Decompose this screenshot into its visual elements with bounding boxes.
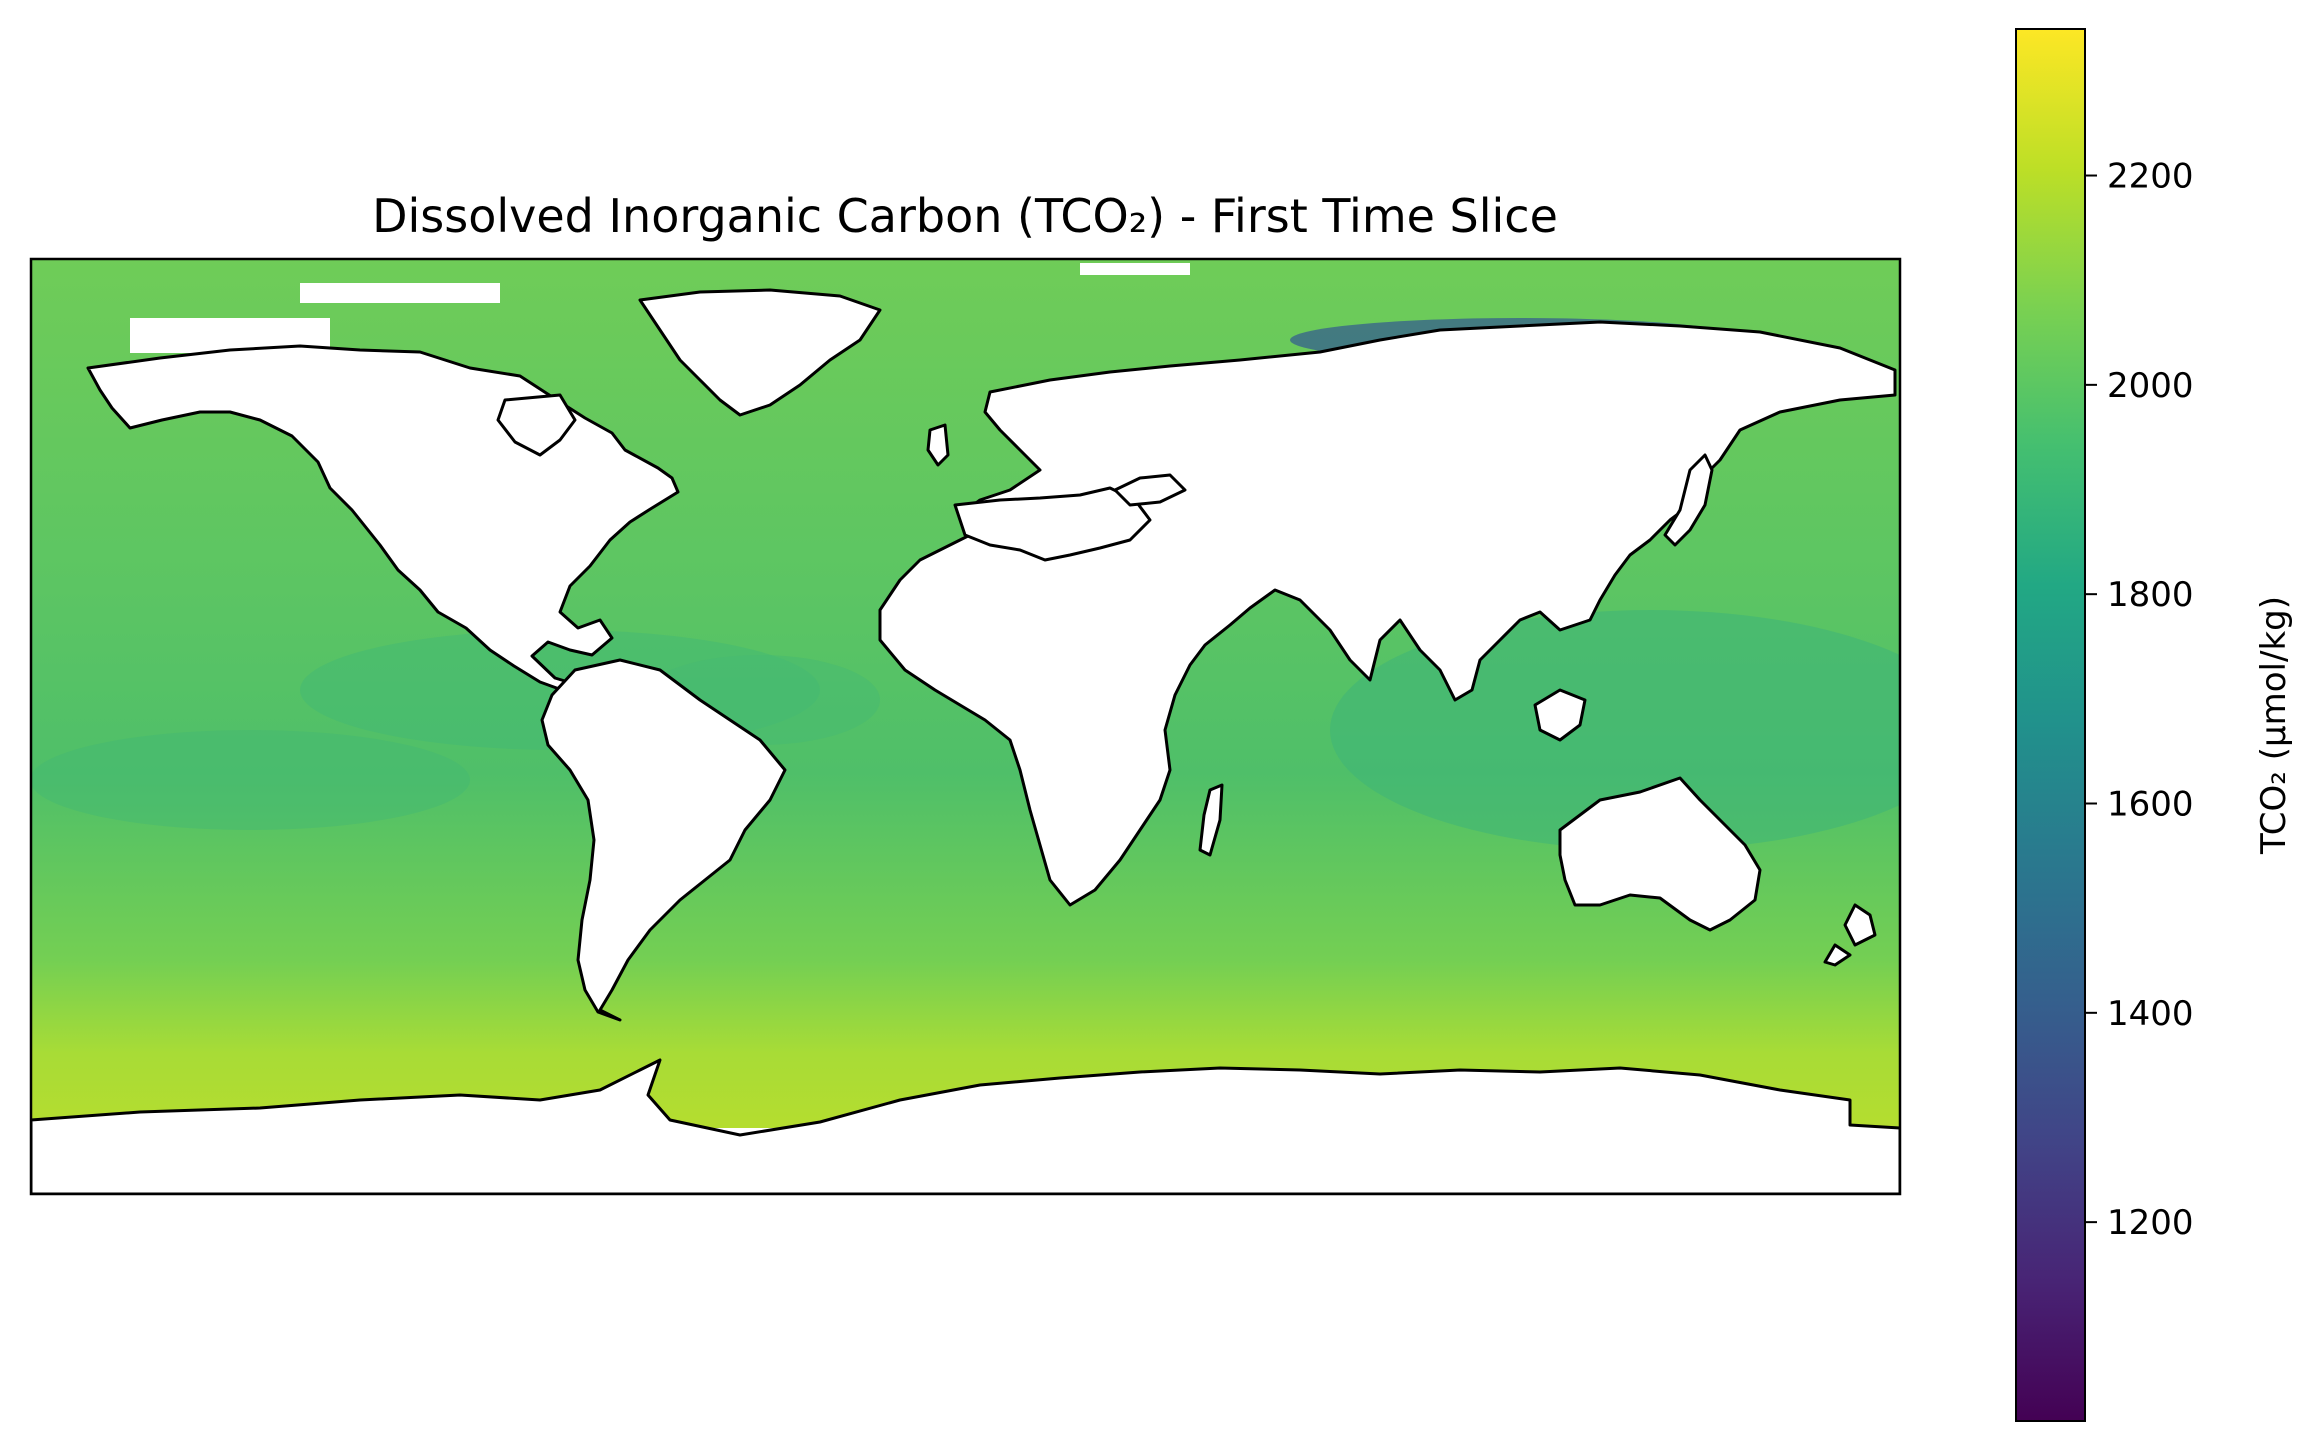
colorbar-tick-label: 1600 bbox=[2107, 784, 2194, 824]
british-isles bbox=[926, 423, 950, 467]
borneo bbox=[1533, 688, 1587, 742]
colorbar-tick-label: 2000 bbox=[2107, 366, 2194, 406]
new-zealand bbox=[1823, 903, 1877, 967]
antarctica bbox=[31, 1058, 1900, 1194]
australia bbox=[1558, 776, 1762, 932]
africa-eurasia bbox=[878, 320, 1897, 907]
map-area bbox=[31, 259, 1900, 1194]
nodata-arctic-2 bbox=[300, 283, 500, 303]
mediterranean-sea bbox=[953, 486, 1152, 562]
colorbar-tick-label: 1400 bbox=[2107, 994, 2194, 1034]
colorbar-tick-label: 2200 bbox=[2107, 157, 2194, 197]
japan bbox=[1663, 453, 1714, 547]
chart-title: Dissolved Inorganic Carbon (TCO₂) - Firs… bbox=[372, 189, 1558, 243]
colorbar-tick-label: 1800 bbox=[2107, 575, 2194, 615]
madagascar bbox=[1198, 783, 1224, 857]
black-sea bbox=[1113, 473, 1187, 507]
colorbar-tick-label: 1200 bbox=[2107, 1203, 2194, 1243]
colorbar-ticks: 1200 1400 1600 1800 2000 2200 bbox=[2085, 157, 2194, 1243]
greenland bbox=[638, 288, 882, 417]
nodata-arctic-3 bbox=[1080, 263, 1190, 275]
hudson-bay bbox=[496, 393, 577, 457]
colorbar: 1200 1400 1600 1800 2000 2200 TCO₂ (µmol/kg) bbox=[2015, 28, 2294, 1422]
south-america bbox=[540, 658, 787, 1022]
equatorial-pacific-region bbox=[31, 730, 470, 830]
colorbar-label: TCO₂ (µmol/kg) bbox=[2254, 596, 2294, 855]
map-frame bbox=[29, 257, 1902, 1196]
colorbar-gradient bbox=[2015, 28, 2086, 1422]
